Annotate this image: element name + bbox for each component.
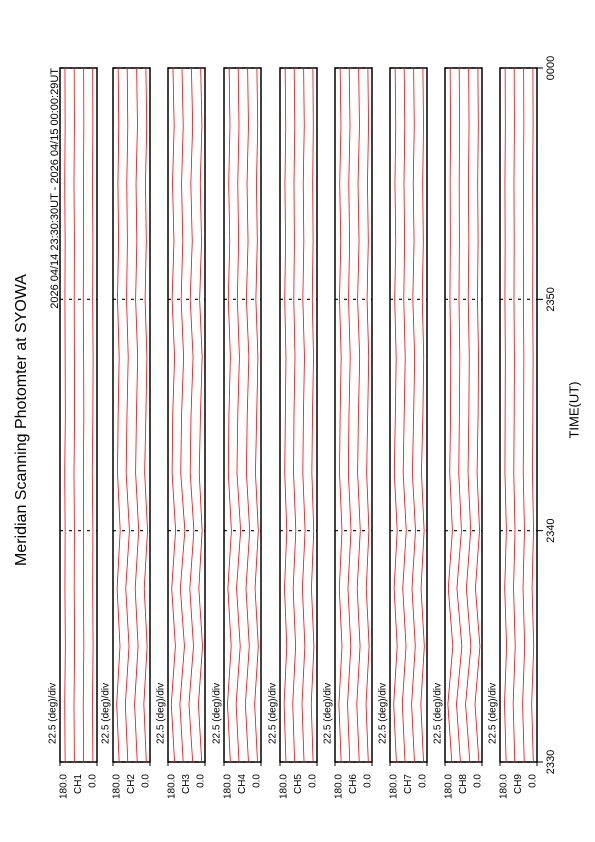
panel-frame — [499, 67, 538, 763]
trace-line — [504, 67, 507, 763]
trace-line — [531, 67, 535, 763]
x-tick-label: 2340 — [545, 518, 557, 542]
trace-line — [198, 67, 203, 763]
y-tick-label: 180.0 — [167, 774, 178, 799]
trace-line — [235, 67, 242, 763]
channel-label: CH4 — [237, 774, 248, 794]
panel-scale-label: 22.5 (deg)/div — [378, 683, 389, 744]
trace-line — [465, 67, 472, 763]
panel-scale-label: 22.5 (deg)/div — [101, 683, 112, 744]
x-axis-label: TIME(UT) — [566, 381, 581, 438]
trace-line — [188, 67, 195, 763]
channel-label: CH7 — [403, 774, 414, 794]
trace-line — [347, 67, 352, 763]
panel-scale-label: 22.5 (deg)/div — [488, 683, 499, 744]
trace-line — [91, 67, 94, 763]
panel-scale-label: 22.5 (deg)/div — [323, 683, 334, 744]
y-tick-label: 0.0 — [308, 774, 319, 788]
y-tick-label: 180.0 — [59, 774, 70, 799]
trace-line — [64, 67, 66, 763]
panel-frame — [167, 67, 206, 763]
y-tick-label: 0.0 — [196, 774, 207, 788]
y-tick-label: 180.0 — [499, 774, 510, 799]
y-tick-label: 0.0 — [141, 774, 152, 788]
trace-line — [134, 67, 140, 763]
trace-line — [292, 67, 297, 763]
trace-line — [447, 67, 454, 763]
y-tick-label: 180.0 — [223, 774, 234, 799]
trace-line — [170, 67, 177, 763]
trace-line — [143, 67, 148, 763]
y-tick-label: 180.0 — [334, 774, 345, 799]
trace-line — [420, 67, 425, 763]
trace-line — [227, 67, 232, 763]
y-tick-label: 180.0 — [112, 774, 123, 799]
x-tick-label: 2330 — [545, 750, 557, 774]
trace-line — [254, 67, 259, 763]
trace-line — [283, 67, 288, 763]
y-tick-label: 0.0 — [528, 774, 539, 788]
trace-line — [116, 67, 121, 763]
trace-line — [82, 67, 85, 763]
channel-label: CH6 — [348, 774, 359, 794]
panel-scale-label: 22.5 (deg)/div — [48, 683, 59, 744]
trace-line — [301, 67, 306, 763]
panel-frame — [112, 67, 151, 763]
trace-line — [244, 67, 251, 763]
trace-line — [393, 67, 398, 763]
trace-line — [310, 67, 315, 763]
trace-line — [411, 67, 416, 763]
channel-label: CH2 — [126, 774, 137, 794]
channel-label: CH5 — [293, 774, 304, 794]
channel-label: CH9 — [513, 774, 524, 794]
channel-label: CH3 — [181, 774, 192, 794]
y-tick-label: 0.0 — [418, 774, 429, 788]
trace-line — [338, 67, 343, 763]
channel-label: CH1 — [73, 774, 84, 794]
trace-line — [474, 67, 481, 763]
panel-scale-label: 22.5 (deg)/div — [212, 683, 223, 744]
panel-scale-label: 22.5 (deg)/div — [156, 683, 167, 744]
trace-line — [365, 67, 370, 763]
y-tick-label: 0.0 — [252, 774, 263, 788]
y-tick-label: 180.0 — [444, 774, 455, 799]
y-tick-label: 0.0 — [473, 774, 484, 788]
panel-scale-label: 22.5 (deg)/div — [433, 683, 444, 744]
x-tick-label: 0000 — [545, 56, 557, 80]
trace-line — [512, 67, 516, 763]
x-tick-label: 2350 — [545, 287, 557, 311]
chart-title: Meridian Scanning Photomter at SYOWA — [13, 274, 30, 566]
trace-line — [401, 67, 407, 763]
trace-line — [456, 67, 463, 763]
landscape-plot: Meridian Scanning Photomter at SYOWA 202… — [13, 56, 581, 799]
panel-scale-label: 22.5 (deg)/div — [268, 683, 279, 744]
chart-subtitle: 2026 04/14 23:30:30UT - 2026 04/15 00:00… — [49, 68, 61, 309]
channel-label: CH8 — [458, 774, 469, 794]
trace-line — [179, 67, 186, 763]
y-tick-label: 0.0 — [363, 774, 374, 788]
panel-frame — [223, 67, 262, 763]
y-tick-label: 180.0 — [279, 774, 290, 799]
y-tick-label: 0.0 — [88, 774, 99, 788]
trace-line — [356, 67, 361, 763]
trace-line — [73, 67, 75, 763]
y-tick-label: 180.0 — [389, 774, 400, 799]
trace-line — [124, 67, 130, 763]
trace-line — [522, 67, 526, 763]
panel-frame — [334, 67, 373, 763]
